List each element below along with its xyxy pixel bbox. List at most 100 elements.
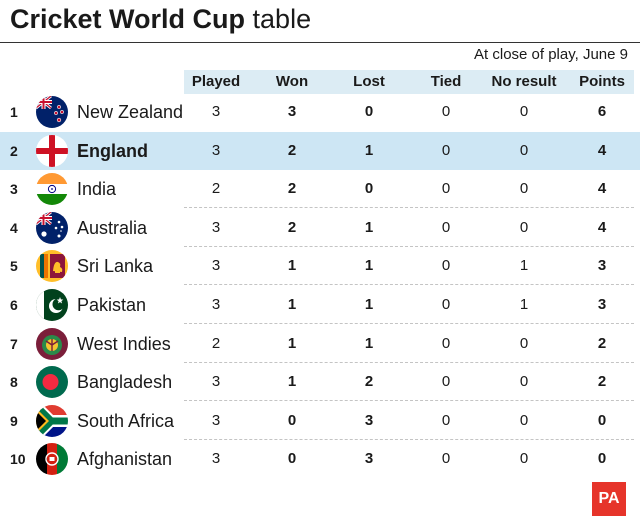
india-flag	[36, 173, 68, 206]
england-flag	[36, 134, 68, 167]
cell-nr: 0	[519, 218, 529, 236]
new-zealand-flag	[36, 96, 68, 128]
cell-played: 3	[211, 103, 221, 120]
team-name: South Africa	[77, 410, 175, 431]
cell-played: 2	[211, 334, 221, 352]
rank-number: 3	[10, 181, 18, 198]
cell-points: 2	[597, 334, 607, 352]
rank-number: 4	[10, 219, 18, 236]
cell-played: 3	[211, 411, 221, 429]
cell-nr: 0	[519, 411, 529, 429]
row-divider	[184, 207, 634, 209]
cell-tied: 0	[441, 334, 451, 352]
row-divider	[184, 438, 634, 440]
team-name: Afghanistan	[77, 449, 173, 470]
cell-played: 3	[211, 450, 221, 468]
cell-played: 3	[211, 373, 221, 391]
cell-won: 2	[287, 180, 297, 198]
cell-lost: 0	[364, 103, 374, 120]
title-rule	[0, 42, 640, 43]
australia-flag	[36, 211, 68, 244]
cell-lost: 1	[364, 257, 374, 275]
row-divider	[184, 361, 634, 363]
cell-points: 0	[597, 450, 607, 468]
row-divider	[184, 284, 634, 286]
cell-points: 4	[597, 180, 607, 198]
cell-tied: 0	[441, 218, 451, 236]
rank-number: 8	[10, 374, 18, 391]
table-row: 2 England 3 2 1 0 0 4	[0, 131, 640, 170]
cell-tied: 0	[441, 296, 451, 313]
cell-played: 3	[211, 141, 221, 159]
team-name: Pakistan	[77, 295, 147, 315]
cell-lost: 1	[364, 218, 374, 236]
cell-tied: 0	[441, 180, 451, 198]
rank-number: 1	[10, 104, 18, 120]
cell-played: 2	[211, 180, 221, 198]
cell-points: 3	[597, 296, 607, 313]
cell-won: 0	[287, 450, 297, 468]
cell-won: 1	[287, 334, 297, 352]
cell-tied: 0	[441, 103, 451, 120]
team-name: England	[77, 140, 148, 161]
team-name: Sri Lanka	[77, 256, 154, 277]
cell-lost: 0	[364, 180, 374, 198]
cell-points: 2	[597, 373, 607, 391]
cell-won: 1	[287, 296, 297, 313]
rank-number: 9	[10, 412, 18, 429]
title-rest: table	[245, 4, 312, 34]
cell-won: 2	[287, 218, 297, 236]
cell-tied: 0	[441, 257, 451, 275]
title-bold: Cricket World Cup	[10, 4, 246, 34]
afghanistan-flag	[36, 443, 68, 476]
cell-lost: 1	[364, 296, 374, 313]
cell-played: 3	[211, 257, 221, 275]
column-header-played: Played	[191, 73, 241, 90]
rank-number: 6	[10, 297, 18, 313]
team-name: West Indies	[77, 333, 171, 354]
table-row: 6 Pakistan 3 1 1 0 1 3	[0, 286, 640, 324]
cell-nr: 0	[519, 103, 529, 120]
cell-nr: 0	[519, 373, 529, 391]
cell-nr: 1	[519, 296, 529, 313]
column-header-lost: Lost	[353, 73, 385, 90]
cell-points: 0	[597, 411, 607, 429]
page-title: Cricket World Cup table	[10, 4, 311, 35]
pa-logo: PA	[592, 482, 626, 516]
rank-number: 7	[10, 335, 18, 352]
rank-number: 5	[10, 258, 18, 275]
subtitle: At close of play, June 9	[474, 46, 628, 63]
cell-won: 2	[287, 141, 297, 159]
cell-tied: 0	[441, 411, 451, 429]
column-header-no-result: No result	[491, 73, 557, 90]
table-row: 5 Sri Lanka 3 1 1 0 1 3	[0, 247, 640, 286]
cell-won: 1	[287, 373, 297, 391]
cell-lost: 3	[364, 450, 374, 468]
table-row: 1 New Zealand 3 3 0 0 0 6	[0, 93, 640, 131]
team-name: Bangladesh	[77, 372, 173, 393]
cell-tied: 0	[441, 450, 451, 468]
table-row: 9 South Africa 3 0 3 0 0 0	[0, 402, 640, 440]
sri-lanka-flag	[36, 250, 68, 283]
cell-won: 3	[287, 103, 297, 120]
cell-nr: 0	[519, 450, 529, 468]
cell-played: 3	[211, 296, 221, 313]
cell-points: 4	[597, 141, 607, 159]
row-divider	[184, 323, 634, 324]
cell-nr: 0	[519, 141, 529, 159]
west-indies-flag	[36, 327, 68, 360]
cell-played: 3	[211, 218, 221, 236]
cell-nr: 0	[519, 334, 529, 352]
cell-tied: 0	[441, 141, 451, 159]
cell-lost: 1	[364, 141, 374, 159]
column-header-won: Won	[275, 73, 309, 90]
cell-lost: 1	[364, 334, 374, 352]
team-name: India	[77, 179, 117, 200]
cell-lost: 3	[364, 411, 374, 429]
bangladesh-flag	[36, 366, 68, 399]
table-row: 10 Afghanistan 3 0 3 0 0 0	[0, 440, 640, 478]
row-divider	[184, 245, 634, 247]
table-row: 7 West Indies 2 1 1 0 0 2	[0, 325, 640, 363]
row-divider	[184, 400, 634, 402]
cell-won: 1	[287, 257, 297, 275]
